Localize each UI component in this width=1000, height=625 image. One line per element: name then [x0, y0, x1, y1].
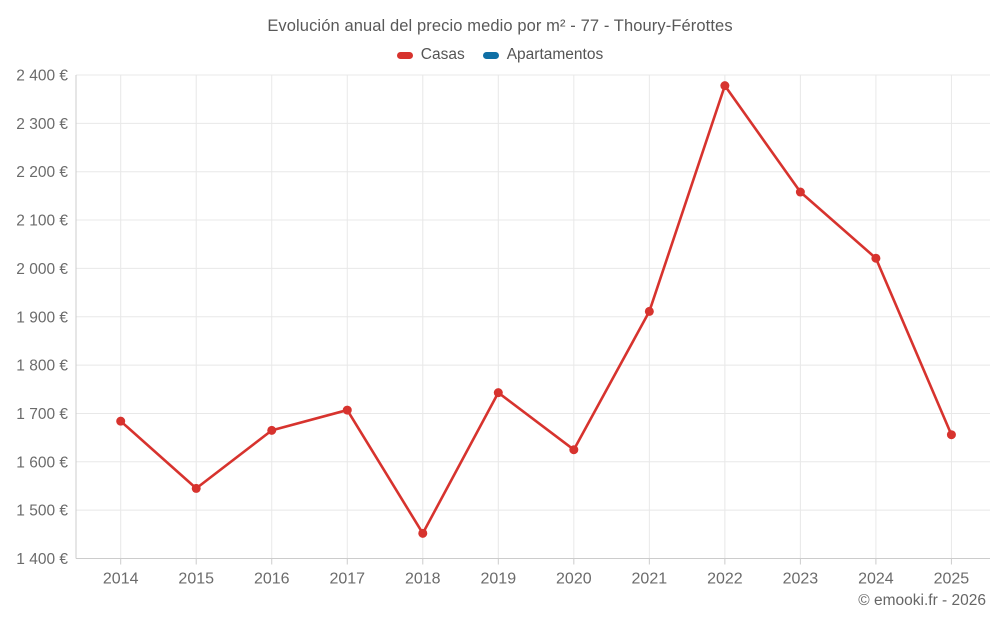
x-axis-label: 2018 — [405, 571, 441, 588]
y-axis-label: 2 300 € — [16, 116, 68, 133]
data-point — [493, 388, 503, 398]
x-axis-label: 2021 — [632, 571, 668, 588]
data-point — [267, 425, 277, 435]
legend-swatch-icon — [482, 51, 499, 59]
x-axis-label: 2020 — [556, 571, 592, 588]
data-point — [116, 416, 126, 426]
x-axis-label: 2024 — [858, 571, 894, 588]
x-axis-label: 2023 — [783, 571, 819, 588]
chart-title: Evolución anual del precio medio por m² … — [267, 17, 733, 35]
x-axis-label: 2025 — [934, 571, 970, 588]
data-point — [644, 306, 654, 316]
y-axis-label: 1 600 € — [16, 454, 68, 471]
data-point — [191, 483, 201, 493]
y-axis-label: 2 200 € — [16, 164, 68, 181]
legend-item-apartamentos[interactable]: Apartamentos — [482, 46, 604, 64]
data-point — [720, 81, 730, 91]
legend-swatch-icon — [396, 51, 413, 59]
data-point — [795, 187, 805, 197]
data-point — [569, 445, 579, 455]
series-line-casas — [119, 84, 953, 535]
y-axis-label: 2 000 € — [16, 261, 68, 278]
legend-item-label: Apartamentos — [506, 46, 604, 63]
y-axis-label: 1 500 € — [16, 503, 68, 520]
copyright-text: © emooki.fr - 2026 — [858, 592, 986, 609]
chart-legend: Casas Apartamentos — [0, 46, 1000, 64]
y-axis-label: 1 900 € — [16, 309, 68, 326]
y-axis-label: 2 100 € — [16, 213, 68, 230]
x-axis-label: 2015 — [178, 571, 214, 588]
x-axis-label: 2022 — [707, 571, 743, 588]
y-axis-label: 1 800 € — [16, 358, 68, 375]
data-point — [871, 253, 881, 263]
data-point — [342, 405, 352, 415]
y-axis-label: 2 400 € — [16, 68, 68, 85]
x-axis-label: 2016 — [254, 571, 290, 588]
legend-item-casas[interactable]: Casas — [396, 46, 465, 64]
x-axis-label: 2017 — [329, 571, 365, 588]
x-axis-label: 2014 — [103, 571, 139, 588]
data-point — [418, 528, 428, 538]
y-axis-label: 1 700 € — [16, 406, 68, 423]
legend-item-label: Casas — [420, 46, 465, 63]
x-axis-label: 2019 — [481, 571, 517, 588]
y-axis-label: 1 400 € — [16, 551, 68, 568]
data-point — [946, 430, 956, 440]
